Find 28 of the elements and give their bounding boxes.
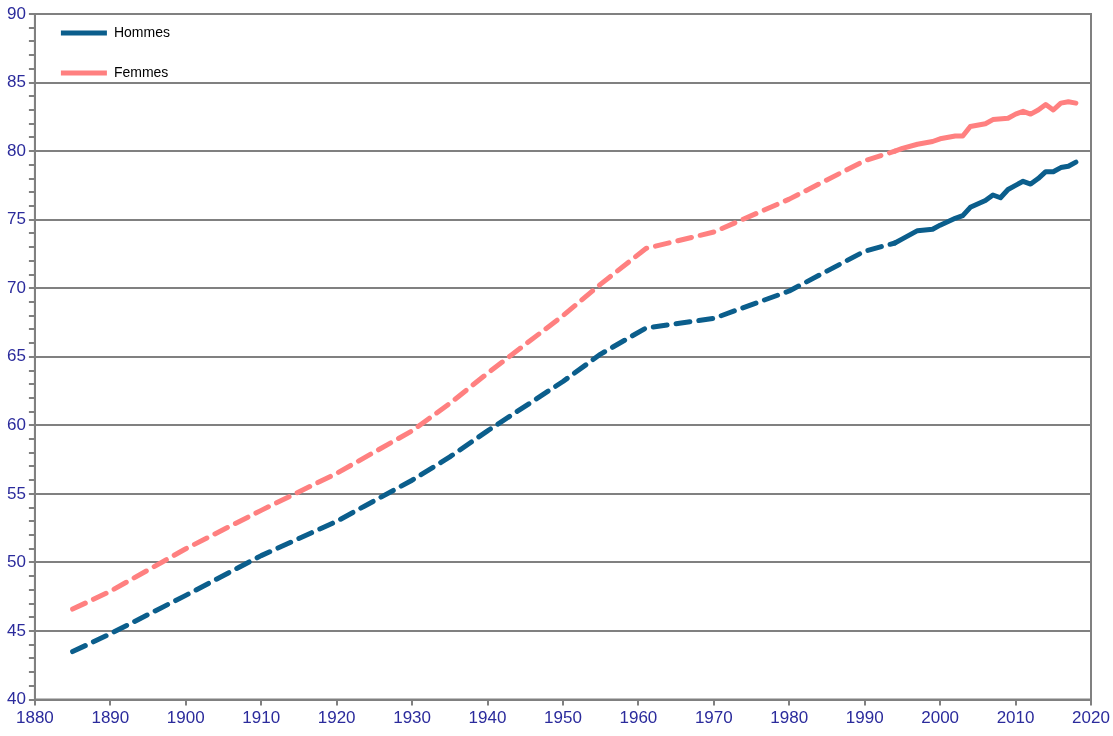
x-tick-label: 2010 bbox=[996, 708, 1035, 728]
x-tick-label: 1900 bbox=[166, 708, 205, 728]
x-tick-label: 1910 bbox=[242, 708, 281, 728]
x-tick-label: 1980 bbox=[770, 708, 809, 728]
y-tick-label: 40 bbox=[6, 689, 26, 709]
x-tick-label: 1940 bbox=[468, 708, 507, 728]
y-tick-label: 65 bbox=[6, 346, 26, 366]
y-tick-label: 60 bbox=[6, 415, 26, 435]
x-tick-label: 1930 bbox=[393, 708, 431, 728]
y-tick-label: 55 bbox=[6, 483, 26, 503]
y-tick-label: 90 bbox=[6, 3, 26, 23]
y-tick-label: 45 bbox=[6, 620, 26, 640]
x-tick-label: 1950 bbox=[544, 708, 582, 728]
x-tick-label: 1890 bbox=[91, 708, 130, 728]
y-tick-label: 50 bbox=[6, 552, 26, 572]
y-tick-label: 75 bbox=[6, 209, 26, 229]
x-tick-label: 2020 bbox=[1072, 708, 1110, 728]
x-tick-label: 1920 bbox=[317, 708, 356, 728]
x-tick-label: 1970 bbox=[694, 708, 733, 728]
y-tick-label: 80 bbox=[6, 140, 26, 160]
y-tick-label: 70 bbox=[6, 277, 26, 297]
legend-label: Hommes bbox=[113, 23, 170, 40]
x-tick-label: 1960 bbox=[619, 708, 658, 728]
y-tick-label: 85 bbox=[6, 72, 26, 92]
legend-label: Femmes bbox=[113, 63, 169, 80]
x-tick-label: 2000 bbox=[921, 708, 960, 728]
x-tick-label: 1990 bbox=[845, 708, 884, 728]
x-tick-label: 1880 bbox=[16, 708, 54, 728]
